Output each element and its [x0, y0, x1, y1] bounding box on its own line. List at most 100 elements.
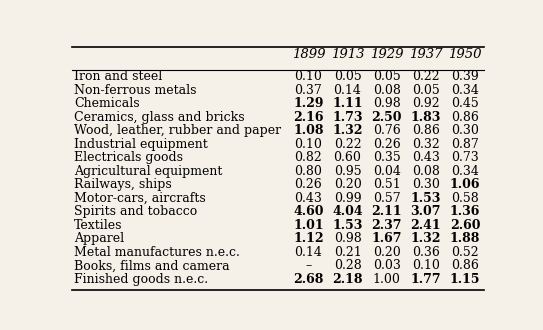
- Text: 1.83: 1.83: [411, 111, 441, 124]
- Text: Railways, ships: Railways, ships: [74, 178, 172, 191]
- Text: Ceramics, glass and bricks: Ceramics, glass and bricks: [74, 111, 245, 124]
- Text: 0.73: 0.73: [451, 151, 479, 164]
- Text: 0.05: 0.05: [333, 70, 362, 83]
- Text: 0.03: 0.03: [372, 259, 401, 272]
- Text: 0.45: 0.45: [451, 97, 479, 110]
- Text: 1.15: 1.15: [450, 273, 480, 286]
- Text: 0.99: 0.99: [334, 192, 361, 205]
- Text: 1.36: 1.36: [450, 205, 480, 218]
- Text: Spirits and tobacco: Spirits and tobacco: [74, 205, 198, 218]
- Text: 0.36: 0.36: [412, 246, 440, 259]
- Text: 2.37: 2.37: [371, 219, 402, 232]
- Text: 0.14: 0.14: [333, 84, 362, 97]
- Text: 0.57: 0.57: [373, 192, 400, 205]
- Text: 0.21: 0.21: [333, 246, 362, 259]
- Text: 0.14: 0.14: [294, 246, 323, 259]
- Text: 0.10: 0.10: [294, 70, 323, 83]
- Text: 1.88: 1.88: [450, 232, 480, 245]
- Text: 3.07: 3.07: [411, 205, 441, 218]
- Text: 0.60: 0.60: [333, 151, 362, 164]
- Text: 0.82: 0.82: [294, 151, 322, 164]
- Text: 0.22: 0.22: [412, 70, 440, 83]
- Text: 1.08: 1.08: [293, 124, 324, 137]
- Text: 0.51: 0.51: [373, 178, 401, 191]
- Text: 4.04: 4.04: [332, 205, 363, 218]
- Text: 1.32: 1.32: [332, 124, 363, 137]
- Text: 1.29: 1.29: [293, 97, 324, 110]
- Text: 0.58: 0.58: [451, 192, 479, 205]
- Text: 0.30: 0.30: [451, 124, 479, 137]
- Text: Textiles: Textiles: [74, 219, 123, 232]
- Text: 2.50: 2.50: [371, 111, 402, 124]
- Text: 0.30: 0.30: [412, 178, 440, 191]
- Text: 0.37: 0.37: [294, 84, 322, 97]
- Text: 0.08: 0.08: [412, 165, 440, 178]
- Text: 1.12: 1.12: [293, 232, 324, 245]
- Text: Agricultural equipment: Agricultural equipment: [74, 165, 223, 178]
- Text: 0.26: 0.26: [294, 178, 322, 191]
- Text: 0.76: 0.76: [373, 124, 401, 137]
- Text: 0.26: 0.26: [373, 138, 401, 151]
- Text: Metal manufactures n.e.c.: Metal manufactures n.e.c.: [74, 246, 240, 259]
- Text: 2.60: 2.60: [450, 219, 480, 232]
- Text: Wood, leather, rubber and paper: Wood, leather, rubber and paper: [74, 124, 281, 137]
- Text: 1.73: 1.73: [332, 111, 363, 124]
- Text: 1.67: 1.67: [371, 232, 402, 245]
- Text: 0.04: 0.04: [372, 165, 401, 178]
- Text: Electricals goods: Electricals goods: [74, 151, 183, 164]
- Text: 1929: 1929: [370, 48, 403, 61]
- Text: Motor-cars, aircrafts: Motor-cars, aircrafts: [74, 192, 206, 205]
- Text: 1913: 1913: [331, 48, 364, 61]
- Text: 2.18: 2.18: [332, 273, 363, 286]
- Text: 0.05: 0.05: [412, 84, 440, 97]
- Text: 0.22: 0.22: [334, 138, 361, 151]
- Text: 0.32: 0.32: [412, 138, 440, 151]
- Text: Iron and steel: Iron and steel: [74, 70, 162, 83]
- Text: 2.41: 2.41: [411, 219, 441, 232]
- Text: 4.60: 4.60: [293, 205, 324, 218]
- Text: 0.35: 0.35: [373, 151, 401, 164]
- Text: 0.87: 0.87: [451, 138, 479, 151]
- Text: 2.68: 2.68: [293, 273, 324, 286]
- Text: Finished goods n.e.c.: Finished goods n.e.c.: [74, 273, 209, 286]
- Text: 0.52: 0.52: [451, 246, 479, 259]
- Text: Non-ferrous metals: Non-ferrous metals: [74, 84, 197, 97]
- Text: 0.86: 0.86: [412, 124, 440, 137]
- Text: 2.11: 2.11: [371, 205, 402, 218]
- Text: Apparel: Apparel: [74, 232, 124, 245]
- Text: Industrial equipment: Industrial equipment: [74, 138, 208, 151]
- Text: 2.16: 2.16: [293, 111, 324, 124]
- Text: 0.39: 0.39: [451, 70, 479, 83]
- Text: Chemicals: Chemicals: [74, 97, 140, 110]
- Text: 0.28: 0.28: [333, 259, 362, 272]
- Text: 1950: 1950: [448, 48, 482, 61]
- Text: 1.06: 1.06: [450, 178, 480, 191]
- Text: 0.86: 0.86: [451, 111, 479, 124]
- Text: 0.98: 0.98: [373, 97, 401, 110]
- Text: 0.98: 0.98: [333, 232, 362, 245]
- Text: 1.00: 1.00: [372, 273, 401, 286]
- Text: 0.20: 0.20: [373, 246, 401, 259]
- Text: 1.53: 1.53: [332, 219, 363, 232]
- Text: –: –: [305, 259, 312, 272]
- Text: 0.92: 0.92: [412, 97, 440, 110]
- Text: 0.43: 0.43: [412, 151, 440, 164]
- Text: 0.05: 0.05: [373, 70, 401, 83]
- Text: 0.10: 0.10: [294, 138, 323, 151]
- Text: 0.10: 0.10: [412, 259, 440, 272]
- Text: 1.32: 1.32: [411, 232, 441, 245]
- Text: 0.08: 0.08: [372, 84, 401, 97]
- Text: 0.20: 0.20: [333, 178, 362, 191]
- Text: 1.01: 1.01: [293, 219, 324, 232]
- Text: 1.11: 1.11: [332, 97, 363, 110]
- Text: 0.34: 0.34: [451, 84, 479, 97]
- Text: 1.53: 1.53: [411, 192, 441, 205]
- Text: 1937: 1937: [409, 48, 443, 61]
- Text: 0.34: 0.34: [451, 165, 479, 178]
- Text: 0.43: 0.43: [294, 192, 323, 205]
- Text: 0.80: 0.80: [294, 165, 323, 178]
- Text: Books, films and camera: Books, films and camera: [74, 259, 230, 272]
- Text: 1.77: 1.77: [411, 273, 441, 286]
- Text: 0.95: 0.95: [334, 165, 361, 178]
- Text: 0.86: 0.86: [451, 259, 479, 272]
